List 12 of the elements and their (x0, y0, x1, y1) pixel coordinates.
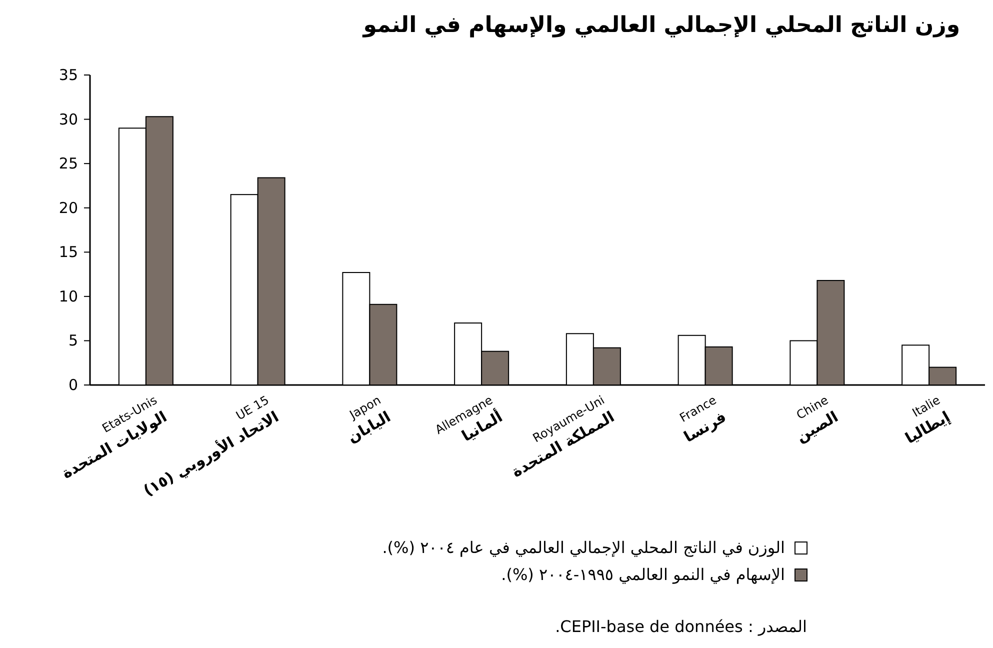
y-tick-label: 30 (58, 110, 78, 128)
y-tick-label: 10 (58, 287, 78, 306)
y-tick-label: 20 (58, 198, 78, 217)
text: المصدر : CEPII-base de données. (555, 617, 807, 636)
legend-label: الإسهام في النمو العالمي ١٩٩٥-٢٠٠٤ (%). (501, 565, 785, 584)
y-tick-label: 35 (58, 66, 78, 84)
chart-title: وزن الناتج المحلي الإجمالي العالمي والإسهام في النمو (362, 13, 960, 38)
y-tick-label: 0 (68, 376, 78, 394)
y-tick-label: 25 (58, 154, 78, 173)
y-tick-label: 15 (58, 243, 78, 262)
legend-label: الوزن في الناتج المحلي الإجمالي العالمي في عام ٢٠٠٤ (%). (382, 538, 785, 557)
y-tick-label: 5 (68, 332, 78, 350)
